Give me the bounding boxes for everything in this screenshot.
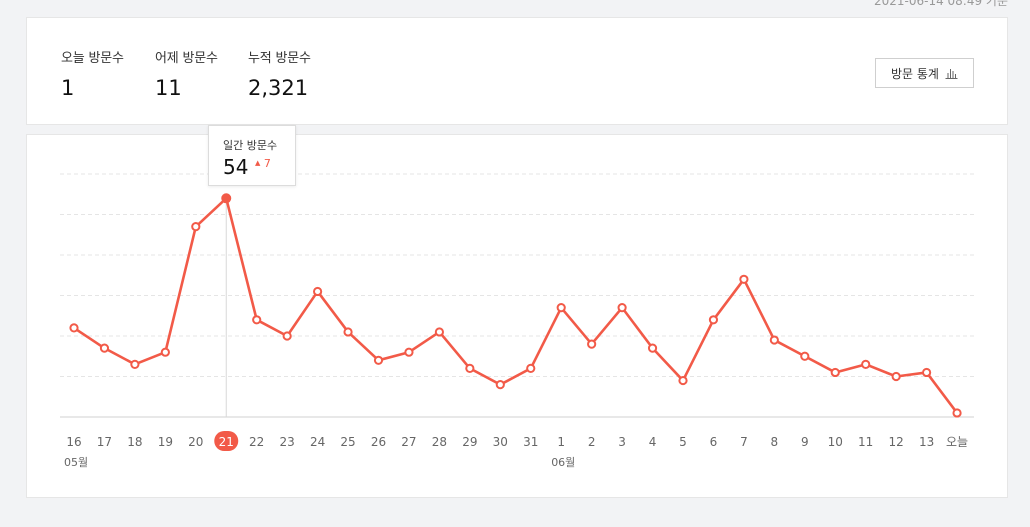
- data-point[interactable]: [769, 335, 779, 345]
- x-tick-label[interactable]: 28: [432, 435, 447, 449]
- tooltip-delta-value: 7: [263, 157, 271, 170]
- x-tick-label[interactable]: 13: [919, 435, 934, 449]
- visitor-summary-panel: 오늘 방문수 1 어제 방문수 11 누적 방문수 2,321 방문 통계: [26, 17, 1008, 125]
- data-point[interactable]: [465, 363, 475, 373]
- x-tick-label[interactable]: 18: [127, 435, 142, 449]
- total-visits-stat: 누적 방문수 2,321: [248, 47, 311, 100]
- tooltip-delta: ▲ 7: [255, 157, 271, 170]
- data-point[interactable]: [830, 367, 840, 378]
- x-tick-label[interactable]: 오늘: [946, 435, 968, 449]
- data-point[interactable]: [495, 380, 505, 390]
- x-tick-label[interactable]: 10: [828, 435, 843, 449]
- data-point[interactable]: [952, 408, 962, 418]
- total-visits-value: 2,321: [248, 76, 309, 100]
- yesterday-visits-label: 어제 방문수: [155, 51, 218, 66]
- data-point[interactable]: [556, 303, 566, 313]
- bar-chart-icon: [945, 69, 958, 79]
- data-point[interactable]: [373, 355, 384, 365]
- x-tick-label[interactable]: 29: [462, 435, 477, 449]
- data-point[interactable]: [313, 286, 323, 297]
- chart-tooltip: 일간 방문수 54 ▲ 7: [208, 125, 296, 186]
- data-point[interactable]: [708, 315, 719, 325]
- data-point[interactable]: [191, 222, 201, 232]
- data-point[interactable]: [130, 359, 140, 369]
- data-point[interactable]: [252, 315, 262, 325]
- yesterday-visits-stat: 어제 방문수 11: [155, 47, 218, 100]
- x-tick-label[interactable]: 17: [97, 435, 112, 449]
- data-point[interactable]: [861, 359, 871, 369]
- x-tick-label[interactable]: 16: [66, 435, 81, 449]
- up-triangle-icon: ▲: [255, 159, 261, 167]
- x-tick-label[interactable]: 21: [219, 435, 234, 449]
- x-tick-label[interactable]: 6: [710, 435, 718, 449]
- yesterday-visits-value: 11: [155, 76, 182, 100]
- daily-visits-line-chart: 16 17 18 19 20 21 22 23 24 25 26 27 28 29 30 31 1 2 3 4 5 6 7 8…: [60, 173, 974, 469]
- data-point[interactable]: [587, 339, 597, 349]
- data-point[interactable]: [282, 331, 292, 341]
- data-point[interactable]: [343, 327, 353, 337]
- timestamp: 2021-06-14 08:49 기준: [873, 0, 1008, 8]
- data-point[interactable]: [526, 363, 536, 373]
- data-point[interactable]: [647, 343, 658, 353]
- tooltip-label: 일간 방문수: [223, 139, 278, 152]
- data-point[interactable]: [922, 367, 932, 378]
- x-tick-label[interactable]: 1: [557, 435, 565, 449]
- daily-visits-chart-panel: [26, 134, 1008, 498]
- data-point-highlighted[interactable]: [221, 193, 232, 204]
- today-visits-stat: 오늘 방문수 1: [61, 47, 124, 100]
- visit-stats-button[interactable]: 방문 통계: [875, 58, 974, 88]
- x-tick-label[interactable]: 9: [801, 435, 809, 449]
- today-visits-value: 1: [61, 76, 75, 100]
- x-tick-label[interactable]: 27: [401, 435, 416, 449]
- x-tick-label[interactable]: 19: [158, 435, 173, 449]
- selected-day-badge: [214, 431, 239, 451]
- x-tick-label[interactable]: 20: [188, 435, 203, 449]
- x-tick-label[interactable]: 31: [523, 435, 538, 449]
- data-point[interactable]: [69, 323, 79, 333]
- tooltip-value: 54: [223, 155, 249, 179]
- data-point[interactable]: [891, 371, 901, 382]
- x-tick-label[interactable]: 25: [340, 435, 355, 449]
- data-point[interactable]: [617, 303, 627, 313]
- data-point[interactable]: [739, 274, 749, 284]
- data-point[interactable]: [434, 327, 444, 337]
- month-label: 06월: [551, 456, 575, 469]
- x-tick-label[interactable]: 7: [740, 435, 748, 449]
- data-point[interactable]: [99, 343, 110, 353]
- x-tick-label[interactable]: 12: [889, 435, 904, 449]
- x-tick-label[interactable]: 8: [771, 435, 779, 449]
- data-point[interactable]: [160, 347, 170, 357]
- today-visits-label: 오늘 방문수: [61, 51, 124, 66]
- x-tick-label[interactable]: 4: [649, 435, 657, 449]
- x-tick-label[interactable]: 23: [280, 435, 295, 449]
- x-tick-label[interactable]: 2: [588, 435, 596, 449]
- visit-stats-button-label: 방문 통계: [891, 66, 939, 81]
- month-label: 05월: [64, 456, 88, 469]
- x-tick-label[interactable]: 26: [371, 435, 386, 449]
- x-tick-label[interactable]: 5: [679, 435, 687, 449]
- x-tick-label[interactable]: 30: [493, 435, 508, 449]
- series-line: [73, 197, 959, 414]
- x-tick-label[interactable]: 24: [310, 435, 325, 449]
- x-tick-label[interactable]: 11: [858, 435, 873, 449]
- data-point[interactable]: [678, 375, 688, 386]
- x-tick-label[interactable]: 22: [249, 435, 264, 449]
- total-visits-label: 누적 방문수: [248, 51, 311, 66]
- data-point[interactable]: [404, 347, 414, 357]
- x-tick-label[interactable]: 3: [618, 435, 626, 449]
- data-point[interactable]: [800, 351, 810, 361]
